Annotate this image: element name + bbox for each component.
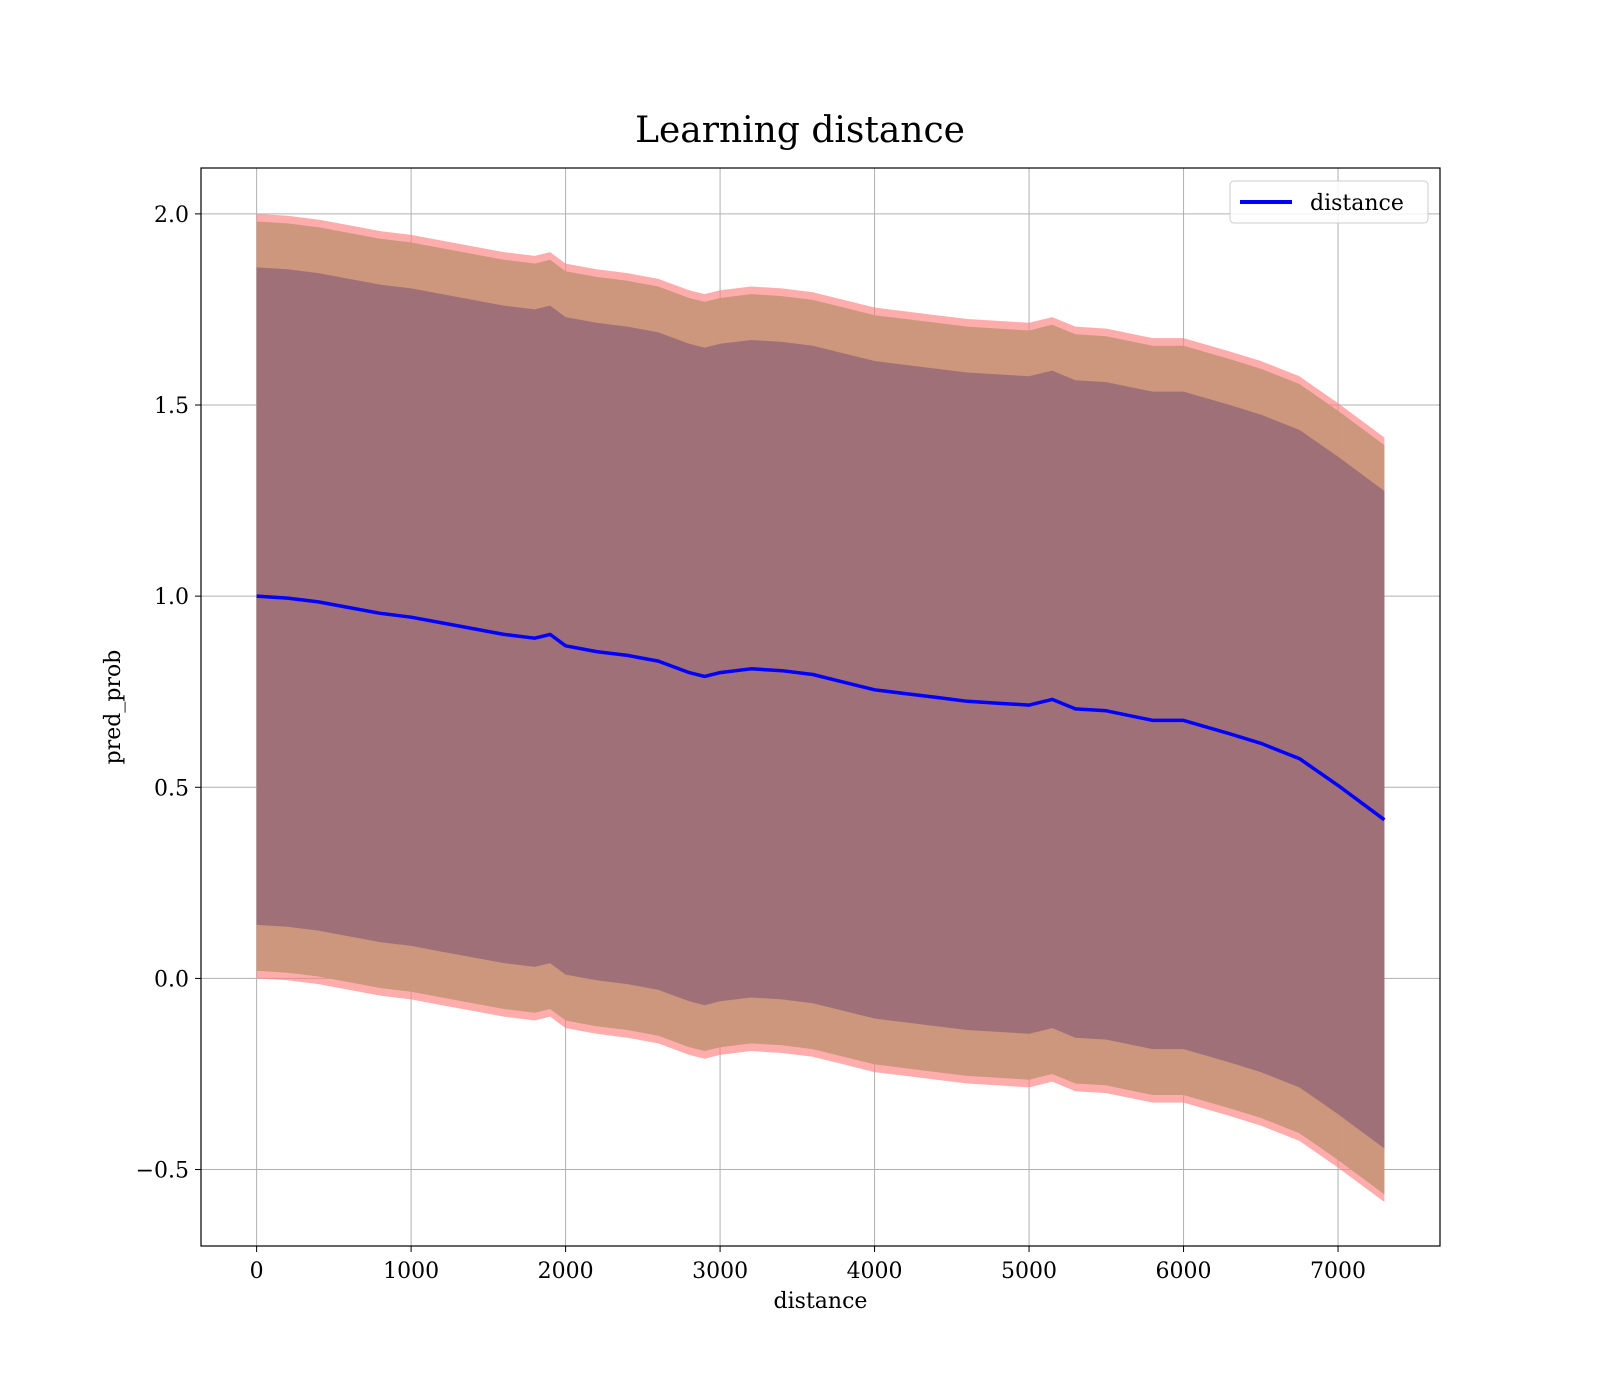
series-line-distance <box>256 594 1386 822</box>
plot-frame <box>200 167 1441 1247</box>
x-tick-label: 7000 <box>1310 1259 1366 1284</box>
x-tick-label: 0 <box>250 1259 264 1284</box>
x-tick-label: 1000 <box>383 1259 439 1284</box>
y-tick-label: −0.5 <box>136 1159 189 1184</box>
y-tick-label: 1.5 <box>154 394 189 419</box>
series-lines <box>256 594 1386 822</box>
x-axis-title: distance <box>774 1289 868 1314</box>
chart-title: Learning distance <box>635 110 965 151</box>
x-tick-label: 2000 <box>538 1259 594 1284</box>
confidence-bands <box>256 213 1385 1202</box>
x-tick-label: 4000 <box>847 1259 903 1284</box>
axis-ticks: 0 1000 2000 3000 4000 5000 6000 7000 2.0 1.5 1.0 0.… <box>136 203 1366 1284</box>
x-tick-label: 6000 <box>1156 1259 1212 1284</box>
legend: distance <box>1229 180 1429 224</box>
y-tick-label: 0.5 <box>154 776 189 801</box>
legend-box <box>1229 180 1429 224</box>
y-tick-label: 0.0 <box>154 967 189 992</box>
legend-label: distance <box>1310 191 1404 216</box>
y-tick-label: 1.0 <box>154 585 189 610</box>
x-tick-label: 5000 <box>1001 1259 1057 1284</box>
x-tick-label: 3000 <box>692 1259 748 1284</box>
y-tick-label: 2.0 <box>154 203 189 228</box>
band-inner <box>256 267 1385 1149</box>
y-axis-title: pred_prob <box>101 650 126 765</box>
